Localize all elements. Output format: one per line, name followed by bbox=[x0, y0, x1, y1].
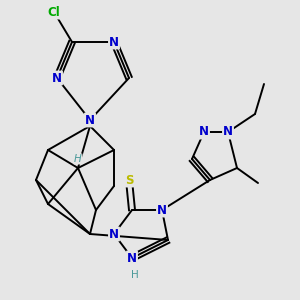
Text: N: N bbox=[85, 113, 95, 127]
Text: H: H bbox=[74, 154, 82, 164]
Text: S: S bbox=[125, 173, 133, 187]
Text: N: N bbox=[109, 35, 119, 49]
Text: N: N bbox=[199, 125, 209, 139]
Text: N: N bbox=[109, 227, 119, 241]
Text: N: N bbox=[157, 203, 167, 217]
Text: N: N bbox=[127, 251, 137, 265]
Text: N: N bbox=[223, 125, 233, 139]
Text: H: H bbox=[131, 269, 139, 280]
Text: Cl: Cl bbox=[48, 5, 60, 19]
Text: N: N bbox=[52, 71, 62, 85]
